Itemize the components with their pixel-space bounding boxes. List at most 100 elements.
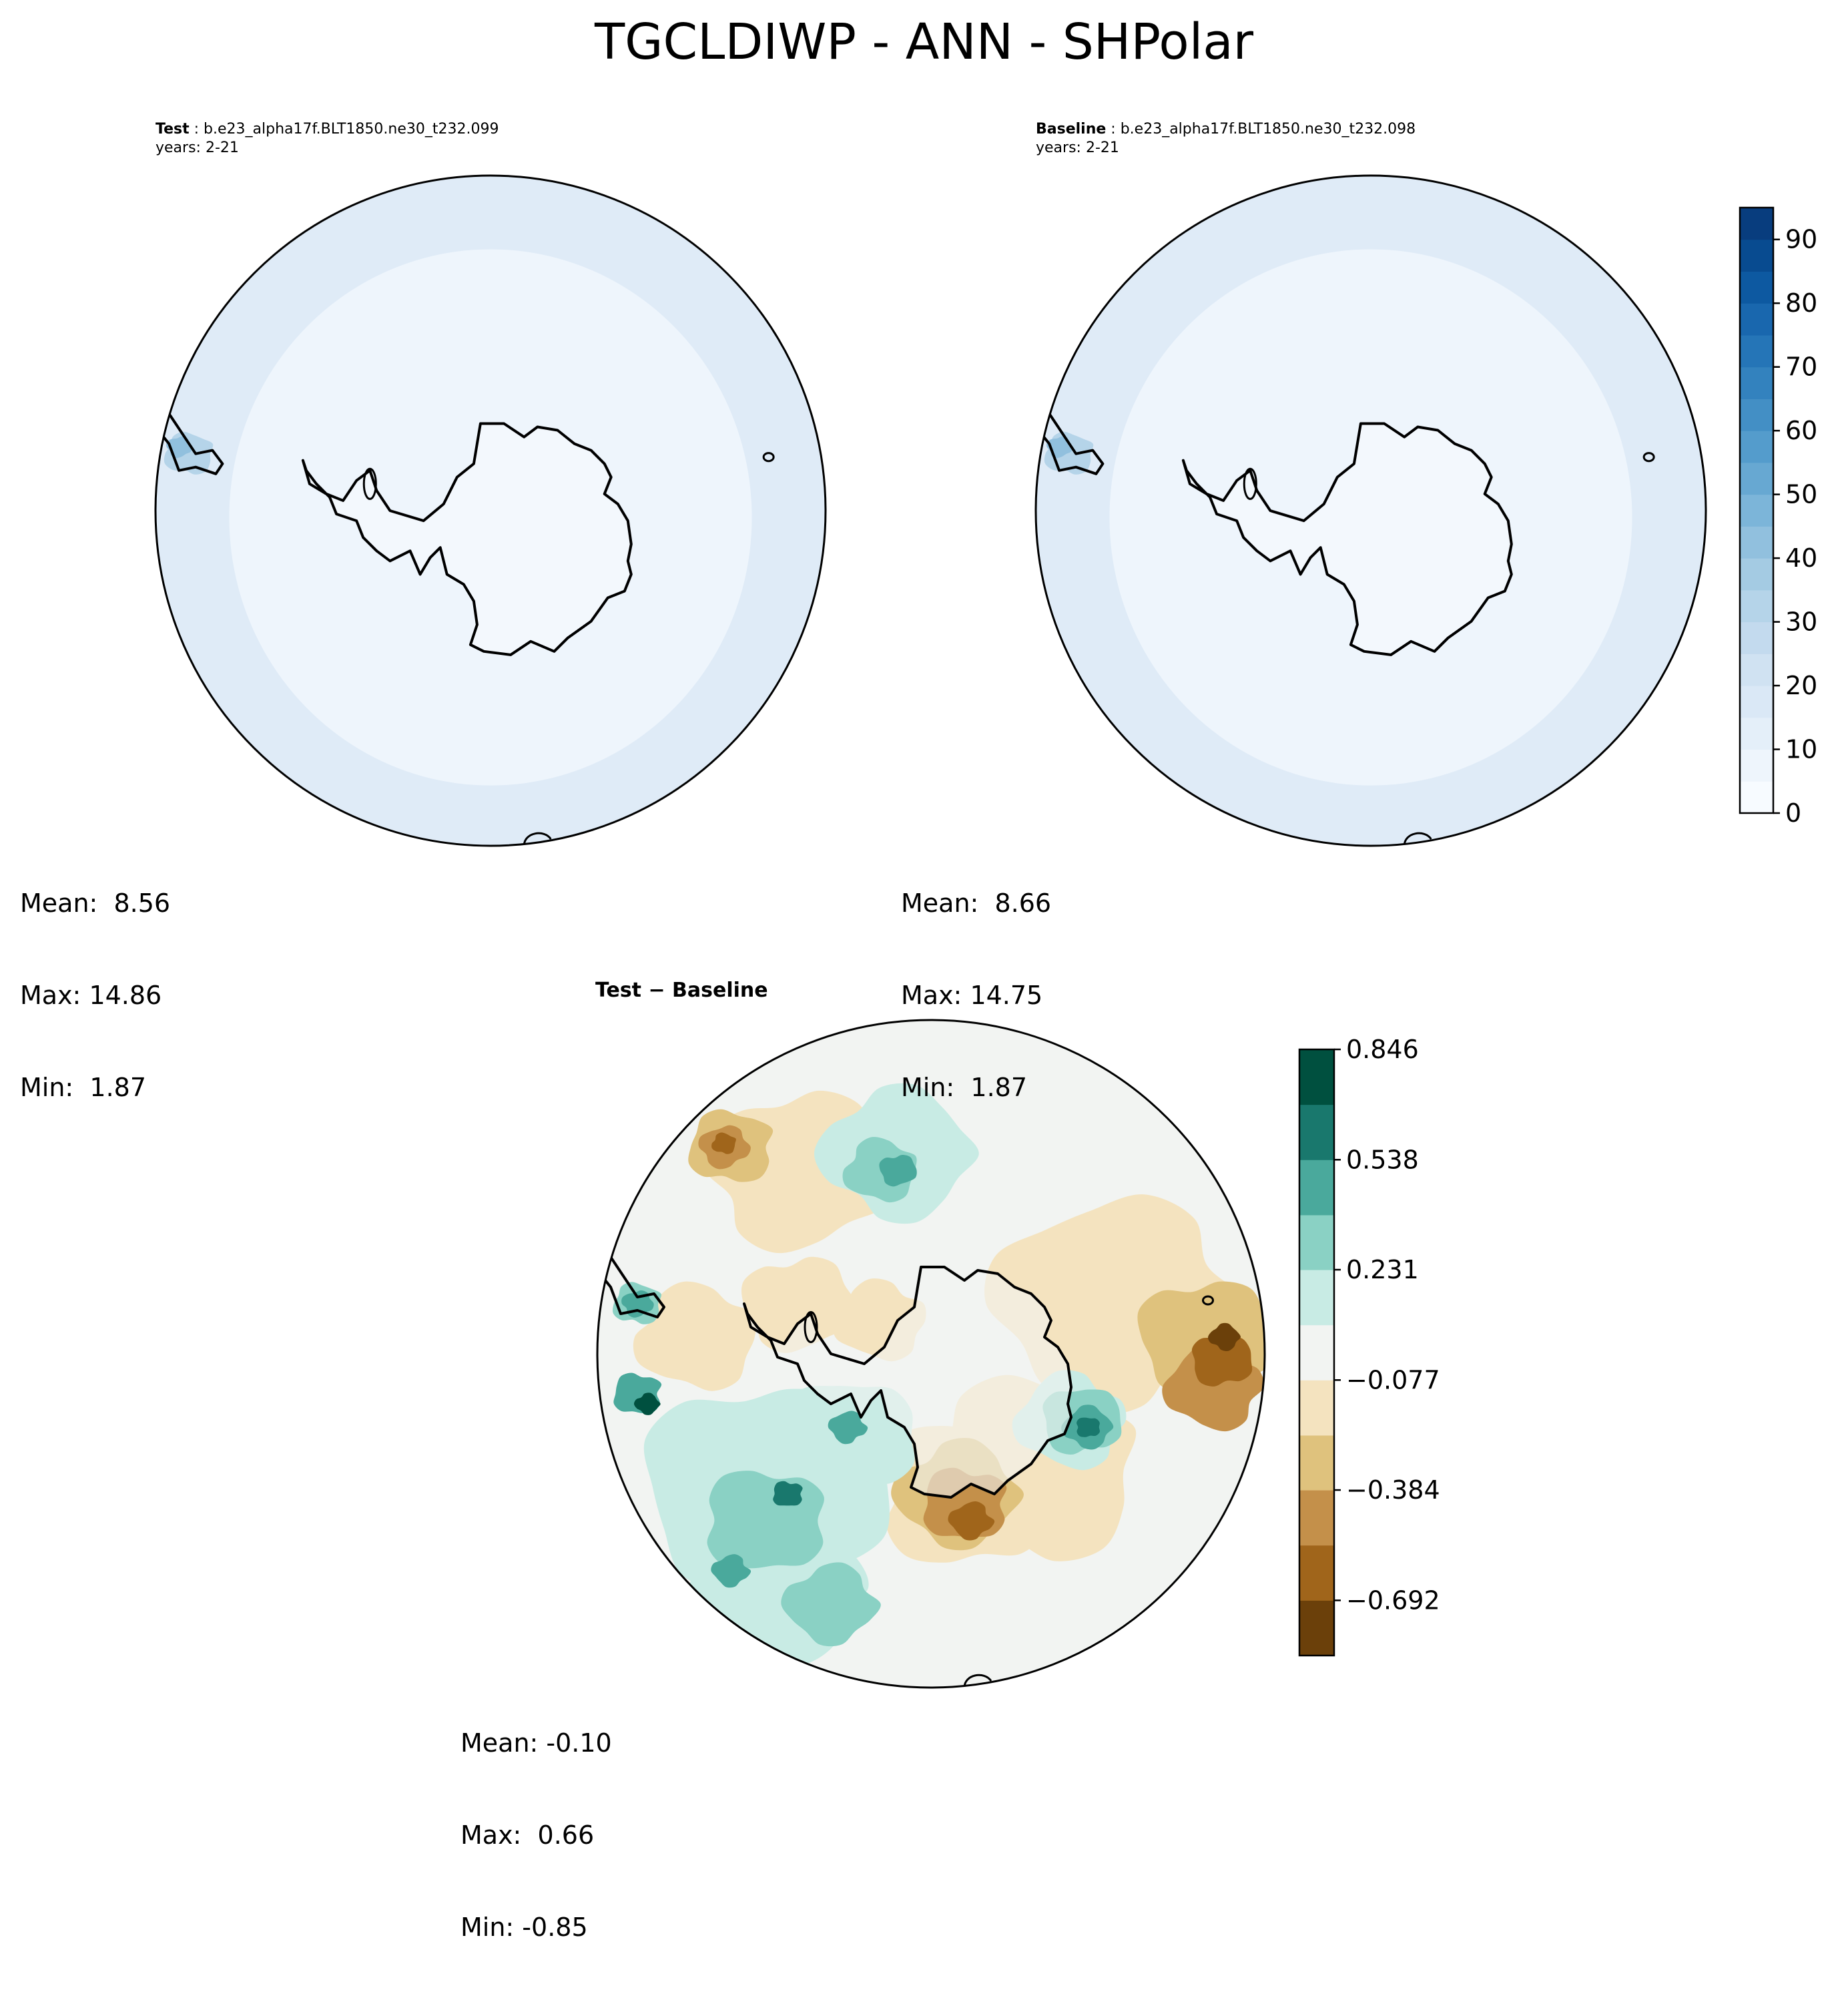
figure-svg: 0 10 20 30 40 50 60 70 80 90 0.846 0.538 0.231 −0.07… bbox=[154, 174, 1817, 1689]
baseline-case-name: b.e23_alpha17f.BLT1850.ne30_t232.098 bbox=[1120, 121, 1416, 138]
baseline-mean: Mean: 8.66 bbox=[901, 889, 1052, 918]
test-map bbox=[156, 176, 826, 846]
australia-coastline bbox=[523, 832, 552, 846]
diff-contour-region bbox=[1076, 1417, 1101, 1437]
blues-colorbar-swatch bbox=[1740, 431, 1773, 463]
test-years: years: 2-21 bbox=[156, 140, 239, 156]
blues-colorbar-tick-label: 50 bbox=[1785, 480, 1817, 509]
diff-contour-region bbox=[879, 1155, 917, 1187]
diff-contour-region bbox=[633, 1393, 661, 1415]
test-stats: Mean: 8.56 Max: 14.86 Min: 1.87 bbox=[20, 826, 170, 1164]
diff-contour-region bbox=[773, 1481, 803, 1506]
brbg-colorbar-swatch bbox=[1299, 1324, 1334, 1381]
diff-label: Test − Baseline bbox=[595, 979, 768, 1002]
blues-colorbar-swatch bbox=[1740, 271, 1773, 304]
baseline-label: Baseline bbox=[1036, 121, 1107, 138]
blues-colorbar-swatch bbox=[1740, 526, 1773, 559]
blues-colorbar-tick-label: 10 bbox=[1785, 735, 1817, 764]
diff-contour-region bbox=[1208, 1322, 1241, 1351]
island-outline bbox=[1642, 452, 1655, 463]
antarctica-coastline bbox=[1181, 422, 1513, 656]
blues-colorbar-tick-label: 0 bbox=[1785, 798, 1801, 828]
diff-contour-region bbox=[707, 1471, 824, 1569]
island-outline bbox=[804, 1311, 818, 1343]
test-label: Test bbox=[156, 121, 190, 138]
australia-coastline bbox=[963, 1674, 992, 1688]
island-outline bbox=[1243, 467, 1257, 500]
brbg-colorbar-swatch bbox=[1299, 1545, 1334, 1601]
baseline-land-fill bbox=[1183, 423, 1512, 655]
blues-colorbar-frame bbox=[1739, 206, 1775, 814]
baseline-panel-header: Baseline : b.e23_alpha17f.BLT1850.ne30_t… bbox=[1036, 121, 1416, 156]
diff-min: Min: -0.85 bbox=[460, 1913, 588, 1942]
baseline-years: years: 2-21 bbox=[1036, 140, 1119, 156]
diff-mean: Mean: -0.10 bbox=[460, 1728, 612, 1758]
blues-colorbar-swatch bbox=[1740, 686, 1773, 718]
diff-contour-region bbox=[781, 1562, 881, 1647]
antarctica-coastline bbox=[301, 422, 633, 656]
brbg-colorbar-swatch bbox=[1299, 1380, 1334, 1436]
blues-colorbar-swatch bbox=[1740, 654, 1773, 686]
blues-colorbar-tick-label: 70 bbox=[1785, 352, 1817, 382]
brbg-colorbar-swatch bbox=[1299, 1160, 1334, 1216]
island-outline bbox=[1202, 1295, 1214, 1306]
blues-colorbar-tick-label: 20 bbox=[1785, 671, 1817, 700]
figure-title: TGCLDIWP - ANN - SHPolar bbox=[594, 13, 1254, 71]
blues-colorbar-swatch bbox=[1740, 717, 1773, 750]
figure: TGCLDIWP - ANN - SHPolar Test : b.e23_al… bbox=[20, 13, 1817, 1942]
brbg-colorbar-swatch bbox=[1299, 1049, 1334, 1105]
blues-colorbar-swatch bbox=[1740, 621, 1773, 654]
blues-colorbar-swatch bbox=[1740, 462, 1773, 495]
brbg-colorbar-tick-label: −0.692 bbox=[1346, 1585, 1440, 1615]
blues-colorbar-swatch bbox=[1740, 749, 1773, 782]
test-mean: Mean: 8.56 bbox=[20, 889, 171, 918]
brbg-colorbar-tick-label: −0.384 bbox=[1346, 1475, 1440, 1505]
blues-colorbar-tick-label: 90 bbox=[1785, 225, 1817, 254]
blues-colorbar-swatch bbox=[1740, 494, 1773, 527]
blues-colorbar-swatch bbox=[1740, 399, 1773, 431]
test-case-name: b.e23_alpha17f.BLT1850.ne30_t232.099 bbox=[204, 121, 499, 138]
baseline-map-border bbox=[1034, 174, 1707, 847]
test-land-fill bbox=[302, 423, 631, 655]
brbg-colorbar-swatch bbox=[1299, 1270, 1334, 1326]
blues-colorbar-tick-label: 60 bbox=[1785, 416, 1817, 445]
test-max: Max: 14.86 bbox=[20, 981, 162, 1010]
brbg-colorbar-tick-label: 0.538 bbox=[1346, 1145, 1419, 1174]
blues-colorbar-tick-label: 40 bbox=[1785, 543, 1817, 573]
blues-colorbar: 0 10 20 30 40 50 60 70 80 90 bbox=[1739, 206, 1817, 828]
blues-colorbar-tick-label: 30 bbox=[1785, 607, 1817, 637]
island-outline bbox=[762, 452, 775, 463]
brbg-colorbar-tick-label: −0.077 bbox=[1346, 1365, 1440, 1395]
brbg-colorbar-tick-label: 0.231 bbox=[1346, 1255, 1419, 1284]
blues-colorbar-swatch bbox=[1740, 239, 1773, 272]
brbg-colorbar-tick-label: 0.846 bbox=[1346, 1035, 1419, 1064]
test-panel-header: Test : b.e23_alpha17f.BLT1850.ne30_t232.… bbox=[156, 121, 499, 156]
baseline-map bbox=[1036, 176, 1706, 846]
diff-contour-region bbox=[828, 1411, 868, 1445]
diff-contour-region bbox=[711, 1554, 751, 1588]
diff-contour-region bbox=[711, 1132, 736, 1154]
diff-contour-region bbox=[741, 1256, 856, 1353]
blues-colorbar-swatch bbox=[1740, 558, 1773, 591]
antarctica-coastline bbox=[743, 1266, 1072, 1499]
test-map-border bbox=[154, 174, 827, 847]
brbg-colorbar-swatch bbox=[1299, 1490, 1334, 1546]
brbg-colorbar-swatch bbox=[1299, 1435, 1334, 1491]
diff-contour-region bbox=[948, 1501, 995, 1541]
baseline-min: Min: 1.87 bbox=[901, 1073, 1027, 1102]
brbg-colorbar-frame bbox=[1298, 1048, 1335, 1657]
blues-colorbar-swatch bbox=[1740, 781, 1773, 814]
brbg-colorbar-swatch bbox=[1299, 1600, 1334, 1656]
baseline-max: Max: 14.75 bbox=[901, 981, 1043, 1010]
blues-colorbar-swatch bbox=[1740, 334, 1773, 368]
diff-contour-region bbox=[842, 1137, 917, 1203]
brbg-colorbar-swatch bbox=[1299, 1104, 1334, 1160]
diff-land-region bbox=[744, 1267, 1071, 1497]
blues-colorbar-swatch bbox=[1740, 589, 1773, 623]
diff-max: Max: 0.66 bbox=[460, 1820, 595, 1850]
diff-stats: Mean: -0.10 Max: 0.66 Min: -0.85 bbox=[460, 1666, 612, 2004]
island-outline bbox=[362, 467, 377, 500]
australia-coastline bbox=[1403, 832, 1432, 846]
blues-colorbar-swatch bbox=[1740, 366, 1773, 399]
brbg-colorbar: 0.846 0.538 0.231 −0.077 −0.384 −0.692 bbox=[1298, 1035, 1440, 1657]
